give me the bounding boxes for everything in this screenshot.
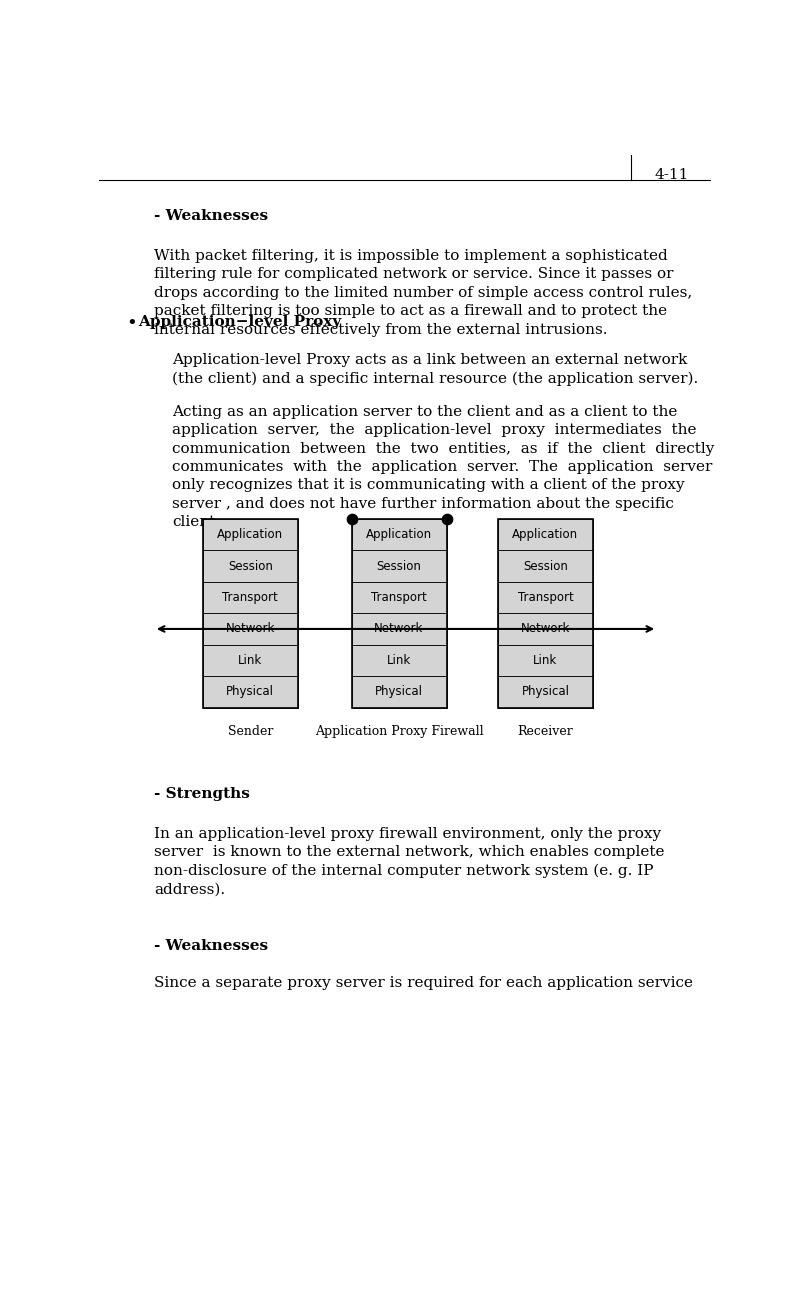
Text: Application−level Proxy: Application−level Proxy [138, 316, 342, 330]
Bar [498, 677, 592, 708]
Text: •: • [126, 316, 137, 334]
Bar [498, 550, 592, 581]
Bar [203, 644, 298, 677]
Text: Session: Session [523, 559, 568, 572]
Bar [203, 550, 298, 581]
Text: - Weaknesses: - Weaknesses [154, 938, 268, 953]
Text: Link: Link [533, 654, 558, 666]
Text: Physical: Physical [521, 686, 570, 699]
Text: Receiver: Receiver [517, 726, 574, 739]
Text: Network: Network [521, 623, 570, 635]
Text: Application Proxy Firewall: Application Proxy Firewall [314, 726, 483, 739]
Bar [352, 519, 446, 550]
Bar [352, 581, 446, 614]
Bar [203, 519, 298, 708]
Text: Application: Application [366, 528, 432, 541]
Bar [203, 614, 298, 644]
Bar [203, 581, 298, 614]
Bar [498, 644, 592, 677]
Text: Network: Network [226, 623, 275, 635]
Bar [352, 614, 446, 644]
Bar [352, 519, 446, 708]
Text: Transport: Transport [517, 592, 574, 605]
Bar [498, 614, 592, 644]
Text: Application: Application [513, 528, 578, 541]
Text: With packet filtering, it is impossible to implement a sophisticated
filtering r: With packet filtering, it is impossible … [154, 249, 692, 336]
Text: Physical: Physical [375, 686, 423, 699]
Bar [498, 519, 592, 550]
Text: - Weaknesses: - Weaknesses [154, 209, 268, 223]
Text: Sender: Sender [228, 726, 273, 739]
Text: Physical: Physical [226, 686, 274, 699]
Bar [498, 581, 592, 614]
Bar [203, 519, 298, 550]
Text: Application-level Proxy acts as a link between an external network
(the client) : Application-level Proxy acts as a link b… [172, 353, 698, 387]
Text: Session: Session [228, 559, 273, 572]
Bar [203, 677, 298, 708]
Bar [352, 644, 446, 677]
Text: Acting as an application server to the client and as a client to the
application: Acting as an application server to the c… [172, 405, 715, 530]
Text: Session: Session [377, 559, 422, 572]
Text: Link: Link [238, 654, 262, 666]
Text: 4-11: 4-11 [654, 168, 688, 182]
Text: Network: Network [374, 623, 423, 635]
Point [440, 509, 453, 530]
Text: In an application-level proxy firewall environment, only the proxy
server  is kn: In an application-level proxy firewall e… [154, 826, 664, 896]
Text: Link: Link [387, 654, 411, 666]
Text: Transport: Transport [371, 592, 427, 605]
Text: Since a separate proxy server is required for each application service: Since a separate proxy server is require… [154, 976, 693, 990]
Text: - Strengths: - Strengths [154, 786, 250, 800]
Bar [498, 519, 592, 708]
Text: Application: Application [217, 528, 284, 541]
Bar [352, 677, 446, 708]
Point [345, 509, 358, 530]
Bar [352, 550, 446, 581]
Text: Transport: Transport [223, 592, 278, 605]
